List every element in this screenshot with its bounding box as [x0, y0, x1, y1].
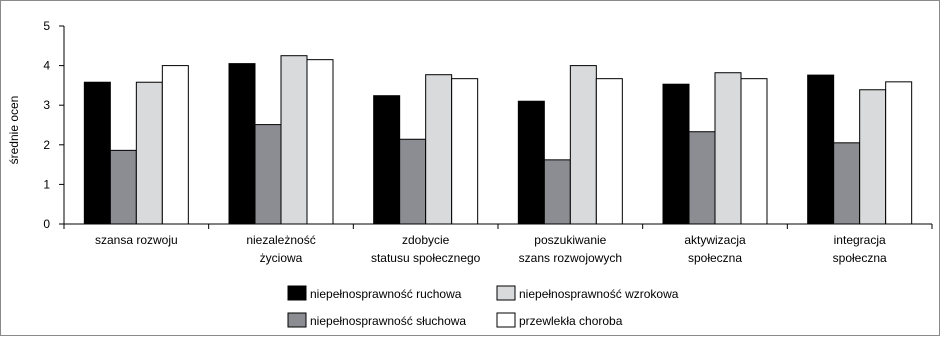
y-axis: 0 1 2 3 4 5 [43, 19, 65, 231]
legend-swatch [287, 312, 307, 328]
bar [451, 78, 479, 225]
legend-label: przewlekła choroba [519, 314, 623, 328]
y-tick-label: 1 [43, 177, 50, 191]
bar [254, 124, 282, 225]
x-category-label: szansa rozwoju [95, 233, 178, 247]
bar [740, 78, 768, 225]
y-tick-label: 3 [43, 98, 50, 112]
bar [425, 74, 453, 225]
bar [109, 149, 137, 225]
bar [595, 78, 623, 225]
y-tick-label: 0 [43, 217, 50, 231]
x-category-label: szans rozwojowych [519, 251, 622, 265]
bar [228, 63, 256, 225]
legend-label: niepełnosprawność słuchowa [310, 314, 466, 328]
bar [859, 89, 887, 225]
x-category-label: aktywizacja [684, 233, 746, 247]
bars [83, 55, 913, 225]
x-category-label: społeczna [688, 251, 742, 265]
bar [517, 100, 545, 225]
bar [569, 65, 597, 225]
x-category-label: zdobycie [402, 233, 450, 247]
bar [885, 81, 913, 225]
legend-swatch [287, 285, 307, 301]
legend-swatch [496, 285, 516, 301]
bar [714, 72, 742, 225]
legend-swatch [496, 312, 516, 328]
y-tick-label: 5 [43, 19, 50, 33]
bar [399, 138, 427, 225]
legend: niepełnosprawność ruchowa niepełnosprawno… [287, 285, 679, 328]
bar [373, 95, 401, 225]
bar [662, 83, 690, 225]
bar [83, 81, 111, 225]
x-category-label: życiowa [260, 251, 303, 265]
x-category-label: poszukiwanie [534, 233, 606, 247]
x-category-label: statusu społecznego [371, 251, 481, 265]
bar [306, 59, 334, 225]
x-axis: szansa rozwoju niezależność życiowa zdobyci… [63, 223, 933, 265]
bar [543, 159, 571, 225]
x-category-label: niezależność [246, 233, 315, 247]
bar [135, 81, 163, 225]
bar [833, 142, 861, 225]
y-tick-label: 4 [43, 59, 50, 73]
legend-label: niepełnosprawność ruchowa [310, 287, 462, 301]
bar [807, 74, 835, 225]
x-category-label: społeczna [833, 251, 887, 265]
legend-label: niepełnosprawność wzrokowa [519, 287, 679, 301]
bar [161, 65, 189, 225]
y-tick-label: 2 [43, 138, 50, 152]
x-category-label: integracja [834, 233, 886, 247]
y-axis-label: średnie ocen [7, 96, 21, 165]
bar [280, 55, 308, 225]
bar [688, 131, 716, 225]
